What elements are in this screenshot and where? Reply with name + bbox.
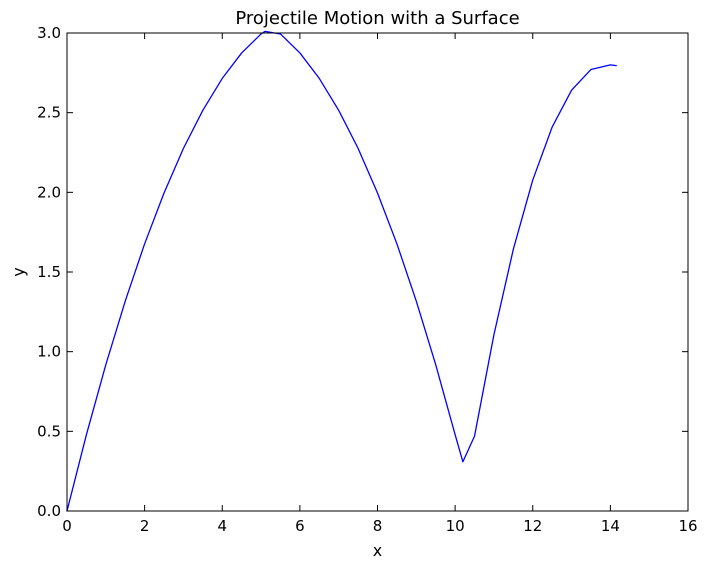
x-tick-label: 14 [601, 517, 620, 535]
y-tick-label: 1.0 [37, 343, 61, 361]
chart-title: Projectile Motion with a Surface [235, 8, 519, 29]
x-axis-title: x [373, 541, 382, 560]
y-tick-label: 3.0 [37, 24, 61, 42]
x-tick-label: 2 [140, 517, 150, 535]
series-line-0 [66, 30, 617, 512]
y-tick-label: 0.5 [37, 422, 61, 440]
x-tick-label: 0 [62, 517, 72, 535]
x-tick-label: 4 [217, 517, 227, 535]
y-tick-label: 0.0 [37, 502, 61, 520]
y-tick-label: 1.5 [37, 263, 61, 281]
y-tick-label: 2.0 [37, 183, 61, 201]
x-tick-label: 10 [446, 517, 465, 535]
x-tick-label: 6 [295, 517, 305, 535]
plot-area: 0 2 4 6 8 10 12 14 16 0.0 0.5 1.0 1.5 2.0 2.5 3.0 [37, 24, 697, 535]
x-tick-label: 16 [678, 517, 697, 535]
x-tick-label: 8 [373, 517, 383, 535]
y-axis-title: y [9, 267, 28, 276]
y-tick-label: 2.5 [37, 104, 61, 122]
x-tick-label: 12 [523, 517, 542, 535]
axes-frame [66, 32, 689, 512]
